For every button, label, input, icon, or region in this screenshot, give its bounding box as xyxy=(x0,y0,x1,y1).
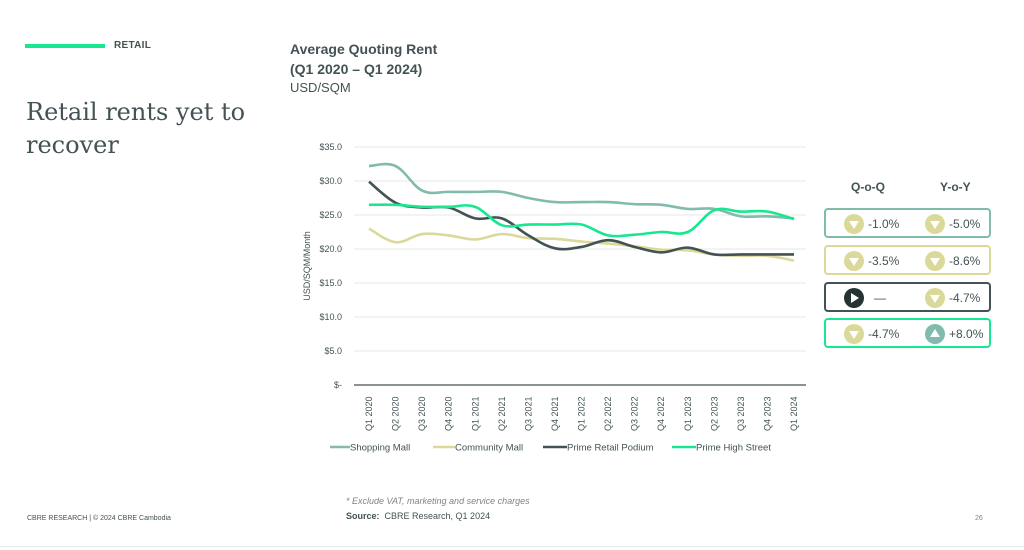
y-tick-label: $- xyxy=(334,380,342,390)
legend-item: Prime High Street xyxy=(672,443,771,454)
change-row-prime-retail-podium: — -4.7% xyxy=(824,282,991,312)
source-line: Source: CBRE Research, Q1 2024 xyxy=(346,511,490,521)
x-tick-label: Q1 2020 xyxy=(364,396,374,431)
yoy-change: -4.7% xyxy=(925,288,980,308)
legend-item: Prime Retail Podium xyxy=(543,443,654,454)
chart-unit: USD/SQM xyxy=(290,80,351,95)
y-tick-label: $10.0 xyxy=(319,312,342,322)
yoy-value: +8.0% xyxy=(949,327,984,341)
x-tick-label: Q2 2022 xyxy=(603,396,613,431)
x-tick-label: Q4 2022 xyxy=(656,396,666,431)
triangle-down-icon xyxy=(925,288,945,308)
triangle-down-icon xyxy=(844,324,864,344)
x-axis-ticks: Q1 2020 Q2 2020 Q3 2020 Q4 2020 Q1 2021 Q2 20… xyxy=(364,396,799,431)
yoy-header: Y-o-Y xyxy=(940,180,971,194)
x-tick-label: Q4 2021 xyxy=(550,396,560,431)
series-line-shopping-mall xyxy=(368,162,795,220)
legend-label: Shopping Mall xyxy=(350,443,410,454)
change-row-shopping-mall: -1.0% -5.0% xyxy=(824,208,991,238)
yoy-value: -5.0% xyxy=(949,217,981,231)
bottom-divider xyxy=(0,546,1024,547)
legend-label: Prime High Street xyxy=(696,443,771,454)
series-lines xyxy=(368,162,795,262)
triangle-down-icon xyxy=(925,214,945,234)
qoq-change: -3.5% xyxy=(844,251,899,271)
series-line-prime-high-street xyxy=(368,203,795,238)
chart-legend: Shopping Mall Community Mall Prime Retail … xyxy=(330,443,771,454)
y-axis-ticks: $- $5.0 $10.0 $15.0 $20.0 $25.0 $30.0 $35.0 xyxy=(319,142,342,390)
legend-item: Community Mall xyxy=(433,443,523,454)
x-tick-label: Q1 2023 xyxy=(683,396,693,431)
qoq-value: -3.5% xyxy=(868,254,900,268)
source-label: Source: xyxy=(346,511,380,521)
y-axis-title: USD/SQM/Month xyxy=(302,231,312,301)
yoy-change: -5.0% xyxy=(925,214,980,234)
legend-label: Community Mall xyxy=(455,443,523,454)
x-tick-label: Q1 2022 xyxy=(577,396,587,431)
y-tick-label: $30.0 xyxy=(319,176,342,186)
change-row-prime-high-street: -4.7% +8.0% xyxy=(824,318,991,348)
x-tick-label: Q4 2023 xyxy=(762,396,772,431)
x-tick-label: Q3 2023 xyxy=(736,396,746,431)
x-tick-label: Q2 2023 xyxy=(709,396,719,431)
x-tick-label: Q1 2024 xyxy=(789,396,799,431)
yoy-change: -8.6% xyxy=(925,251,980,271)
grid-lines xyxy=(354,146,806,352)
yoy-value: -8.6% xyxy=(949,254,981,268)
chart-title-line1: Average Quoting Rent xyxy=(290,41,438,57)
chart-title: Average Quoting Rent (Q1 2020 – Q1 2024) xyxy=(290,39,437,79)
triangle-down-icon xyxy=(844,251,864,271)
qoq-change: -1.0% xyxy=(844,214,899,234)
triangle-down-icon xyxy=(925,251,945,271)
chart-title-line2: (Q1 2020 – Q1 2024) xyxy=(290,61,423,77)
change-row-community-mall: -3.5% -8.6% xyxy=(824,245,991,275)
legend-item: Shopping Mall xyxy=(330,443,410,454)
triangle-right-icon xyxy=(844,288,864,308)
qoq-change: -4.7% xyxy=(844,324,899,344)
triangle-down-icon xyxy=(844,214,864,234)
source-text: CBRE Research, Q1 2024 xyxy=(384,511,491,521)
page-headline: Retail rents yet to recover xyxy=(26,98,246,159)
x-tick-label: Q3 2022 xyxy=(630,396,640,431)
y-tick-label: $5.0 xyxy=(324,346,342,356)
section-label: RETAIL xyxy=(114,40,152,51)
x-tick-label: Q3 2020 xyxy=(417,396,427,431)
x-tick-label: Q2 2020 xyxy=(391,396,401,431)
qoq-value: — xyxy=(874,291,886,305)
qoq-change: — xyxy=(844,288,886,308)
qoq-value: -1.0% xyxy=(868,217,900,231)
page-number: 26 xyxy=(975,515,983,522)
qoq-header: Q-o-Q xyxy=(851,180,885,194)
yoy-change: +8.0% xyxy=(925,324,983,344)
x-tick-label: Q4 2020 xyxy=(444,396,454,431)
y-tick-label: $15.0 xyxy=(319,278,342,288)
y-tick-label: $20.0 xyxy=(319,244,342,254)
y-tick-label: $35.0 xyxy=(319,142,342,152)
footer-copyright: CBRE RESEARCH | © 2024 CBRE Cambodia xyxy=(27,515,171,522)
qoq-value: -4.7% xyxy=(868,327,900,341)
triangle-up-icon xyxy=(925,324,945,344)
yoy-value: -4.7% xyxy=(949,291,981,305)
x-tick-label: Q2 2021 xyxy=(497,396,507,431)
footnote: * Exclude VAT, marketing and service cha… xyxy=(346,496,530,506)
x-tick-label: Q1 2021 xyxy=(470,396,480,431)
section-accent-line xyxy=(25,44,105,48)
legend-label: Prime Retail Podium xyxy=(567,443,654,454)
x-tick-label: Q3 2021 xyxy=(523,396,533,431)
y-tick-label: $25.0 xyxy=(319,210,342,220)
